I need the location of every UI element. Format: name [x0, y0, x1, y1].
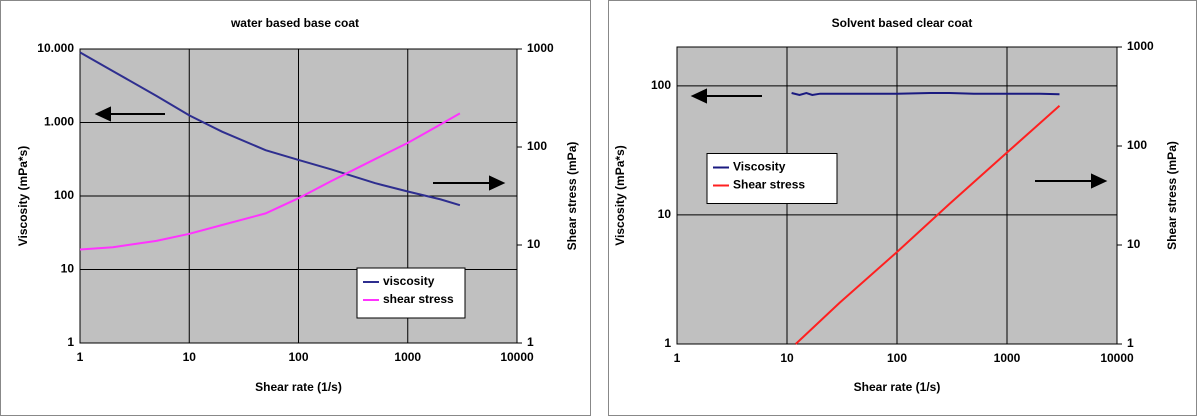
- y-tick-label: 1.000: [44, 115, 74, 129]
- arrow-head: [690, 88, 707, 104]
- legend-label: viscosity: [383, 274, 435, 288]
- y2-axis-title: Shear stress (mPa): [565, 142, 579, 251]
- y2-tick-label: 1: [1127, 336, 1134, 350]
- x-axis-title: Shear rate (1/s): [854, 380, 941, 394]
- x-tick-label: 1: [674, 351, 681, 365]
- x-tick-label: 10: [183, 350, 197, 364]
- y-tick-label: 10: [61, 262, 75, 276]
- y-tick-label: 100: [651, 78, 671, 92]
- y-tick-label: 10.000: [37, 41, 74, 55]
- chart-title: water based base coat: [230, 16, 359, 30]
- legend-box: [706, 153, 838, 204]
- y-axis-title: Viscosity (mPa*s): [16, 146, 30, 247]
- x-tick-label: 10000: [500, 350, 534, 364]
- arrow-head: [489, 175, 506, 191]
- legend-label: Shear stress: [733, 178, 805, 192]
- series-line: [79, 112, 461, 251]
- y2-tick-label: 100: [1127, 138, 1147, 152]
- arrows: [94, 88, 1108, 191]
- x-tick-label: 100: [288, 350, 308, 364]
- x-tick-label: 1000: [394, 350, 421, 364]
- x-tick-label: 1: [77, 350, 84, 364]
- series-line: [795, 105, 1061, 345]
- legend-box: [356, 267, 466, 319]
- x-tick-label: 10000: [1100, 351, 1134, 365]
- series-line: [79, 51, 461, 207]
- charts: water based base coat Shear rate (1/s) Vis…: [16, 16, 1179, 394]
- x-tick-label: 100: [887, 351, 907, 365]
- legend-label: shear stress: [383, 292, 454, 306]
- y2-tick-label: 10: [1127, 237, 1141, 251]
- y-tick-label: 10: [658, 207, 672, 221]
- chart-title: Solvent based clear coat: [832, 16, 973, 30]
- x-tick-label: 10: [780, 351, 794, 365]
- arrow-head: [1091, 173, 1108, 189]
- y-tick-label: 1: [67, 335, 74, 349]
- y2-tick-label: 100: [527, 139, 547, 153]
- y-axis-title: Viscosity (mPa*s): [613, 145, 627, 246]
- arrow-head: [94, 106, 111, 122]
- y2-tick-label: 1000: [527, 41, 554, 55]
- y-tick-label: 100: [54, 188, 74, 202]
- legend-label: Viscosity: [733, 160, 786, 174]
- series-line: [791, 91, 1060, 97]
- y-tick-label: 1: [664, 336, 671, 350]
- y2-tick-label: 1000: [1127, 39, 1154, 53]
- x-axis-title: Shear rate (1/s): [255, 380, 342, 394]
- x-tick-label: 1000: [994, 351, 1021, 365]
- y2-tick-label: 1: [527, 335, 534, 349]
- y2-axis-title: Shear stress (mPa): [1165, 141, 1179, 250]
- y2-tick-label: 10: [527, 237, 541, 251]
